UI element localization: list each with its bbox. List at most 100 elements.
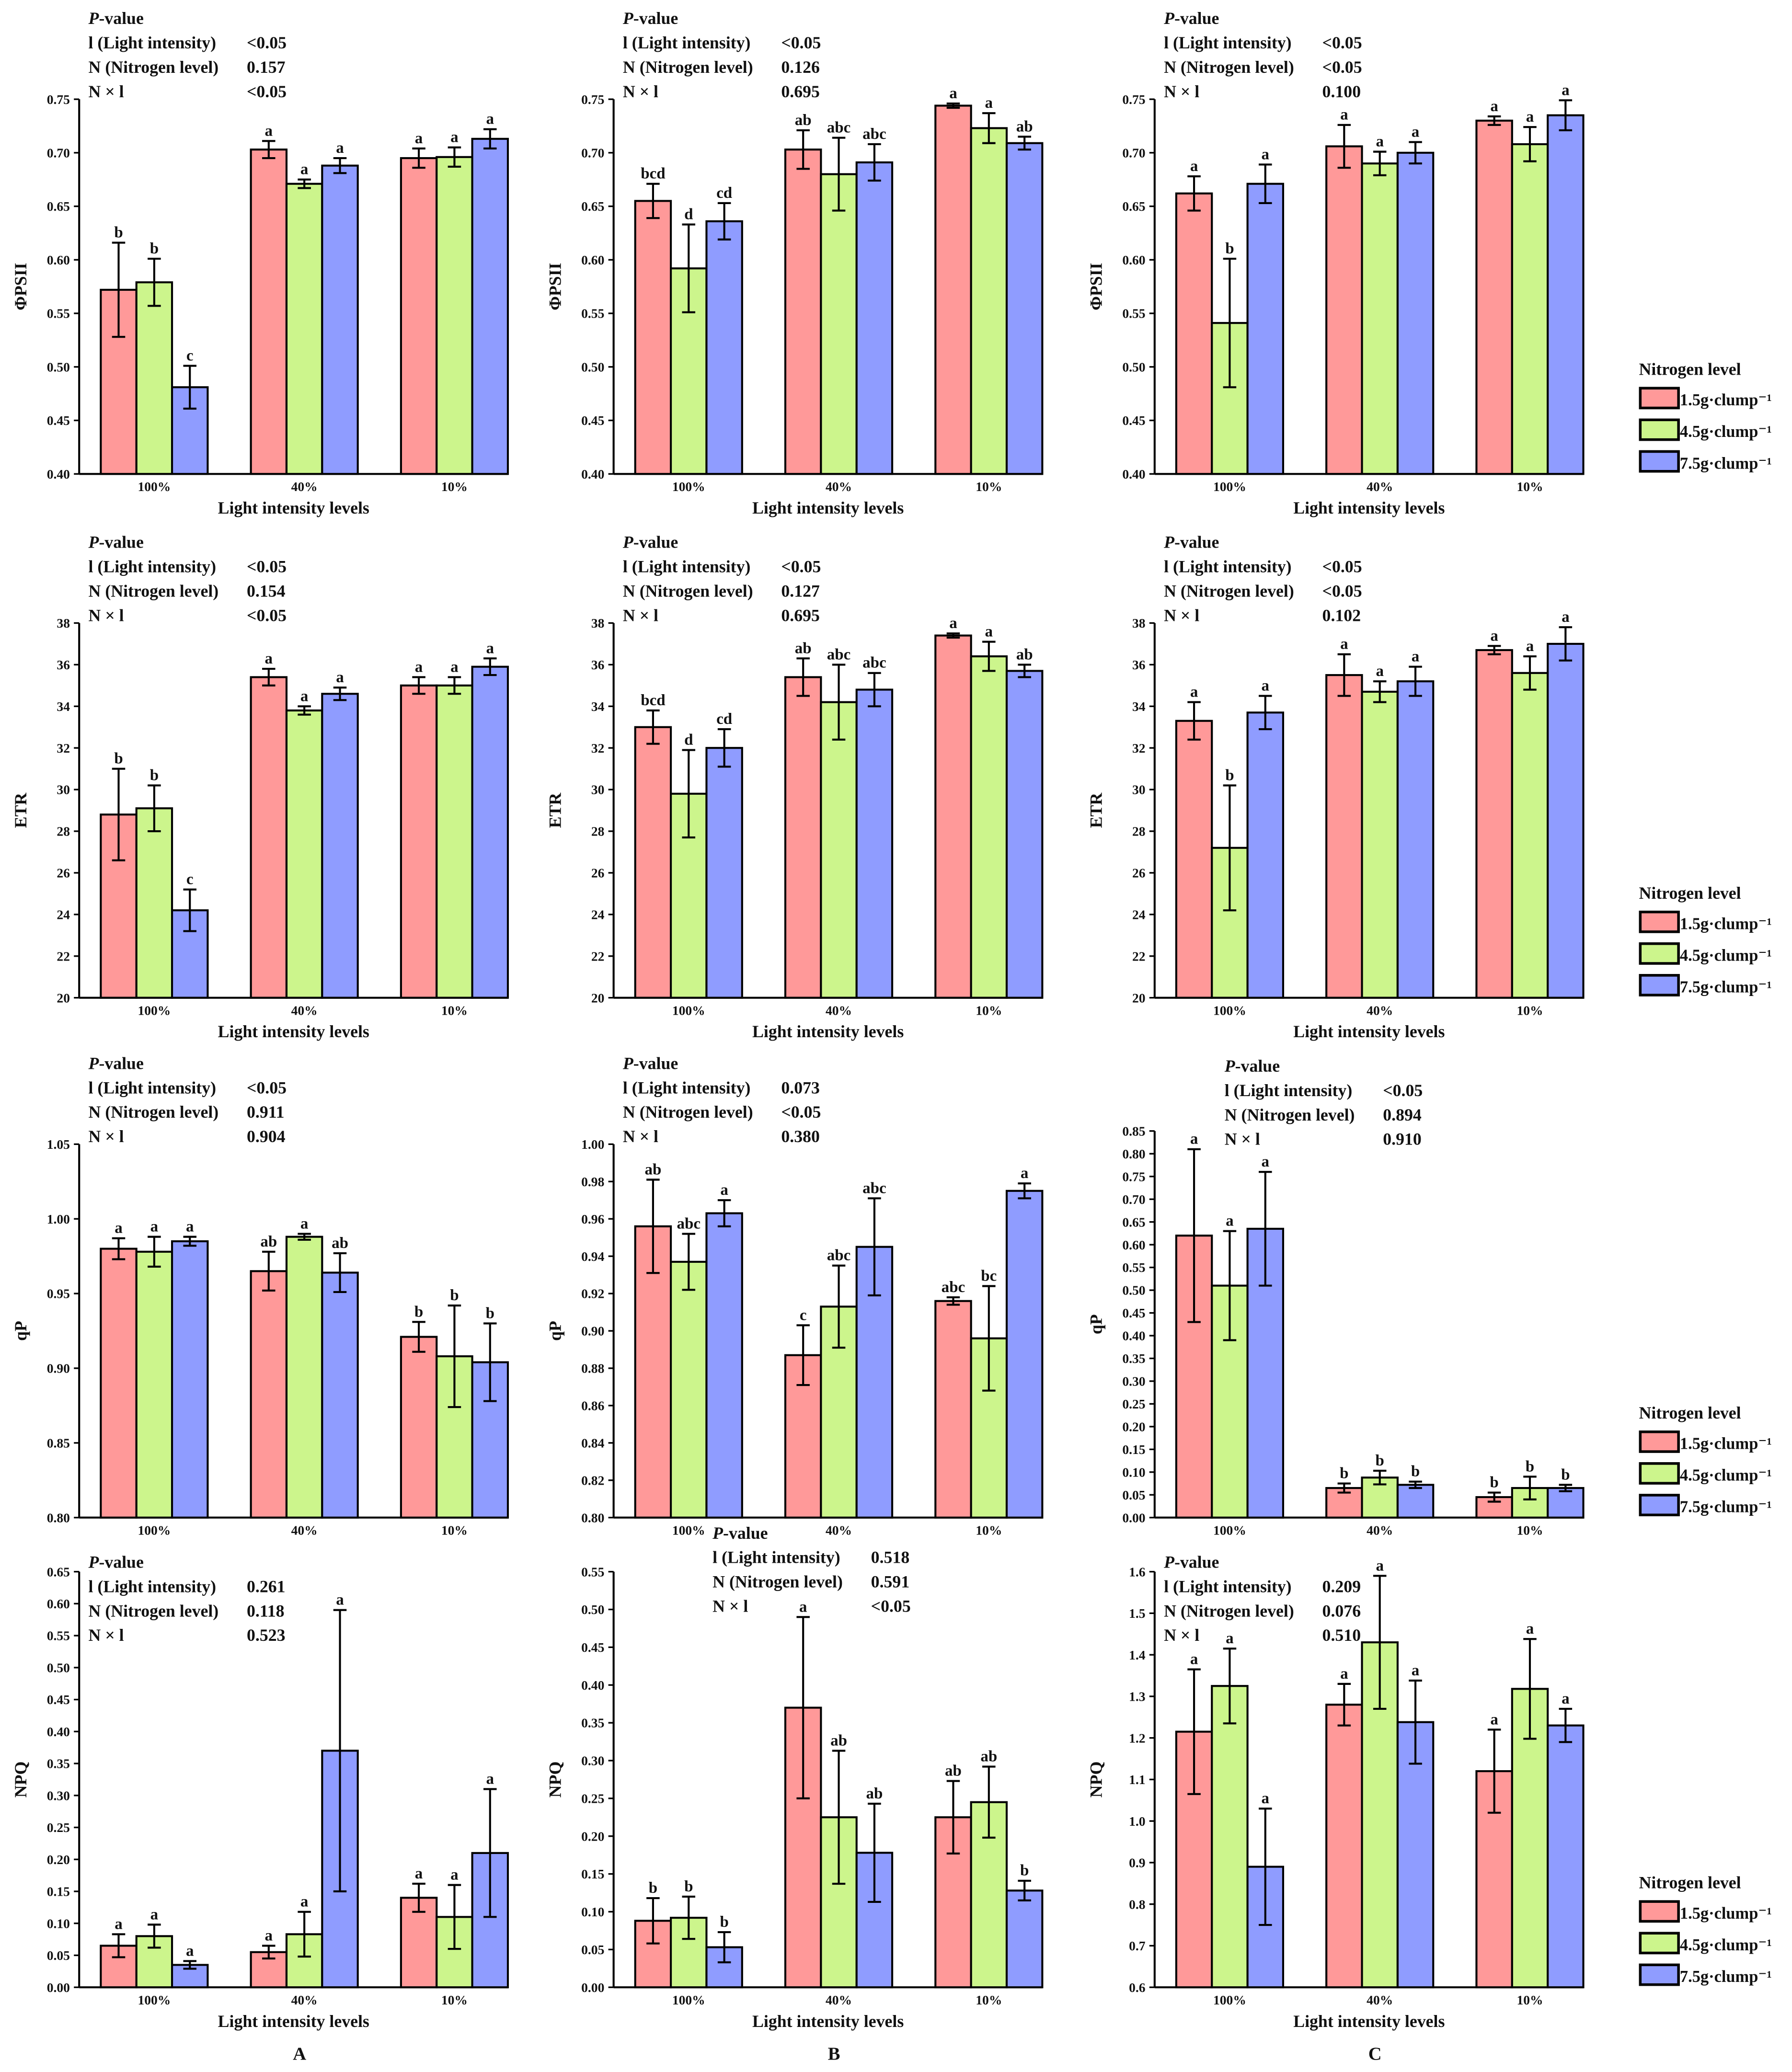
y-tick-label: 26	[591, 866, 605, 881]
pvalue-label: N (Nitrogen level)	[89, 1102, 219, 1122]
bar	[934, 634, 972, 999]
x-tick-label: 40%	[826, 1992, 852, 2007]
pvalue-label: l (Light intensity)	[712, 1548, 840, 1567]
significance-letter: b	[1561, 1466, 1570, 1483]
bar	[400, 157, 438, 475]
bar	[1246, 711, 1285, 999]
y-tick-label: 0.45	[581, 1640, 604, 1655]
y-tick-label: 1.6	[1129, 1564, 1145, 1579]
bar	[670, 1260, 708, 1519]
x-tick-label: 10%	[976, 1992, 1002, 2007]
x-axis-label: Light intensity levels	[752, 1022, 904, 1041]
significance-letter: a	[1526, 108, 1534, 126]
y-tick-label: 0.65	[1122, 199, 1145, 214]
bar	[1396, 680, 1435, 999]
bar	[285, 709, 323, 999]
y-tick-label: 0.10	[581, 1904, 604, 1919]
significance-letter: c	[800, 1306, 807, 1324]
legend-swatch	[1639, 1900, 1680, 1923]
y-tick-label: 0.7	[1129, 1938, 1146, 1953]
legend-label: 1.5g·clump⁻¹	[1680, 1435, 1772, 1453]
significance-letter: a	[985, 94, 993, 112]
significance-letter: bcd	[641, 165, 665, 183]
pvalue-label: l (Light intensity)	[1164, 33, 1292, 52]
bar	[634, 726, 672, 999]
bar	[1547, 1487, 1585, 1519]
x-tick-label: 40%	[826, 1003, 852, 1018]
y-axis-label: ΦPSII	[545, 263, 564, 310]
bar	[436, 684, 473, 999]
y-axis-label: NPQ	[11, 1762, 30, 1798]
significance-letter: a	[799, 1598, 807, 1615]
bar	[171, 1240, 209, 1519]
y-tick-label: 0.00	[581, 1980, 604, 1995]
y-tick-label: 0.05	[1122, 1488, 1145, 1502]
significance-letter: a	[1412, 123, 1420, 140]
significance-letter: a	[1526, 638, 1534, 655]
bar	[1547, 114, 1585, 475]
y-tick-label: 0.40	[581, 1678, 604, 1693]
y-tick-label: 0.40	[581, 467, 604, 481]
legend-swatch	[1639, 1494, 1680, 1516]
y-tick-label: 0.50	[47, 1660, 70, 1675]
y-tick-label: 0.90	[581, 1324, 604, 1339]
bar	[1361, 162, 1399, 475]
bar	[135, 1250, 173, 1519]
y-tick-label: 0.70	[1122, 145, 1145, 160]
pvalue-value: 0.102	[1322, 606, 1361, 625]
significance-letter: a	[150, 1218, 159, 1236]
bar	[934, 104, 972, 475]
pvalue-label: N × l	[89, 606, 124, 625]
bar	[705, 747, 743, 999]
chart-panel-b1: P-value l (Light intensity) <0.05 N (Nitrog…	[545, 9, 1044, 517]
y-axis-label: ETR	[1087, 792, 1106, 828]
significance-letter: a	[1190, 684, 1198, 701]
pvalue-value: 0.261	[247, 1577, 286, 1596]
x-tick-label: 10%	[1516, 1003, 1543, 1018]
x-tick-label: 100%	[672, 1992, 705, 2007]
y-tick-label: 24	[591, 907, 605, 922]
bar	[1325, 145, 1363, 475]
bar	[1325, 674, 1363, 999]
significance-letter: a	[450, 1866, 459, 1884]
y-tick-label: 0.45	[1122, 413, 1145, 428]
y-tick-label: 0.10	[47, 1916, 70, 1931]
significance-letter: b	[150, 767, 159, 784]
y-tick-label: 0.25	[1122, 1397, 1145, 1411]
significance-letter: a	[1262, 677, 1270, 695]
x-tick-label: 10%	[441, 1992, 468, 2007]
y-tick-label: 20	[1132, 990, 1146, 1005]
pvalue-block: P-value l (Light intensity) <0.05 N (Nitrog…	[622, 533, 821, 625]
pvalue-label: l (Light intensity)	[1164, 557, 1292, 576]
y-tick-label: 0.6	[1129, 1980, 1145, 1995]
y-tick-label: 0.85	[1122, 1123, 1145, 1138]
y-tick-label: 0.95	[47, 1286, 70, 1301]
y-tick-label: 36	[591, 657, 605, 672]
significance-letter: ab	[795, 112, 812, 129]
significance-letter: a	[336, 139, 344, 157]
pvalue-label: N × l	[712, 1597, 748, 1616]
pvalue-label: N (Nitrogen level)	[1164, 1601, 1294, 1620]
significance-letter: c	[186, 347, 194, 365]
x-tick-label: 10%	[976, 1003, 1002, 1018]
y-tick-label: 0.86	[581, 1398, 604, 1413]
x-tick-label: 40%	[1367, 1003, 1393, 1018]
significance-letter: a	[1340, 636, 1348, 653]
y-tick-label: 0.45	[47, 413, 70, 428]
y-tick-label: 0.8	[1129, 1897, 1145, 1912]
significance-letter: a	[1490, 627, 1498, 644]
bar	[784, 149, 822, 475]
significance-letter: a	[949, 85, 957, 102]
chart-panel-b4: P-value l (Light intensity) 0.518 N (Nitrog…	[545, 1523, 1044, 2031]
y-tick-label: 32	[1132, 741, 1146, 756]
y-tick-label: 1.05	[47, 1137, 70, 1152]
y-tick-label: 36	[1132, 657, 1146, 672]
legend-swatch	[1639, 1932, 1680, 1955]
bar	[1005, 1190, 1044, 1519]
bar	[1211, 1685, 1249, 1989]
pvalue-value: 0.510	[1322, 1626, 1361, 1645]
x-tick-label: 40%	[291, 479, 318, 494]
pvalue-label: N (Nitrogen level)	[89, 581, 219, 600]
y-tick-label: 24	[1132, 907, 1146, 922]
y-tick-label: 30	[57, 782, 70, 797]
